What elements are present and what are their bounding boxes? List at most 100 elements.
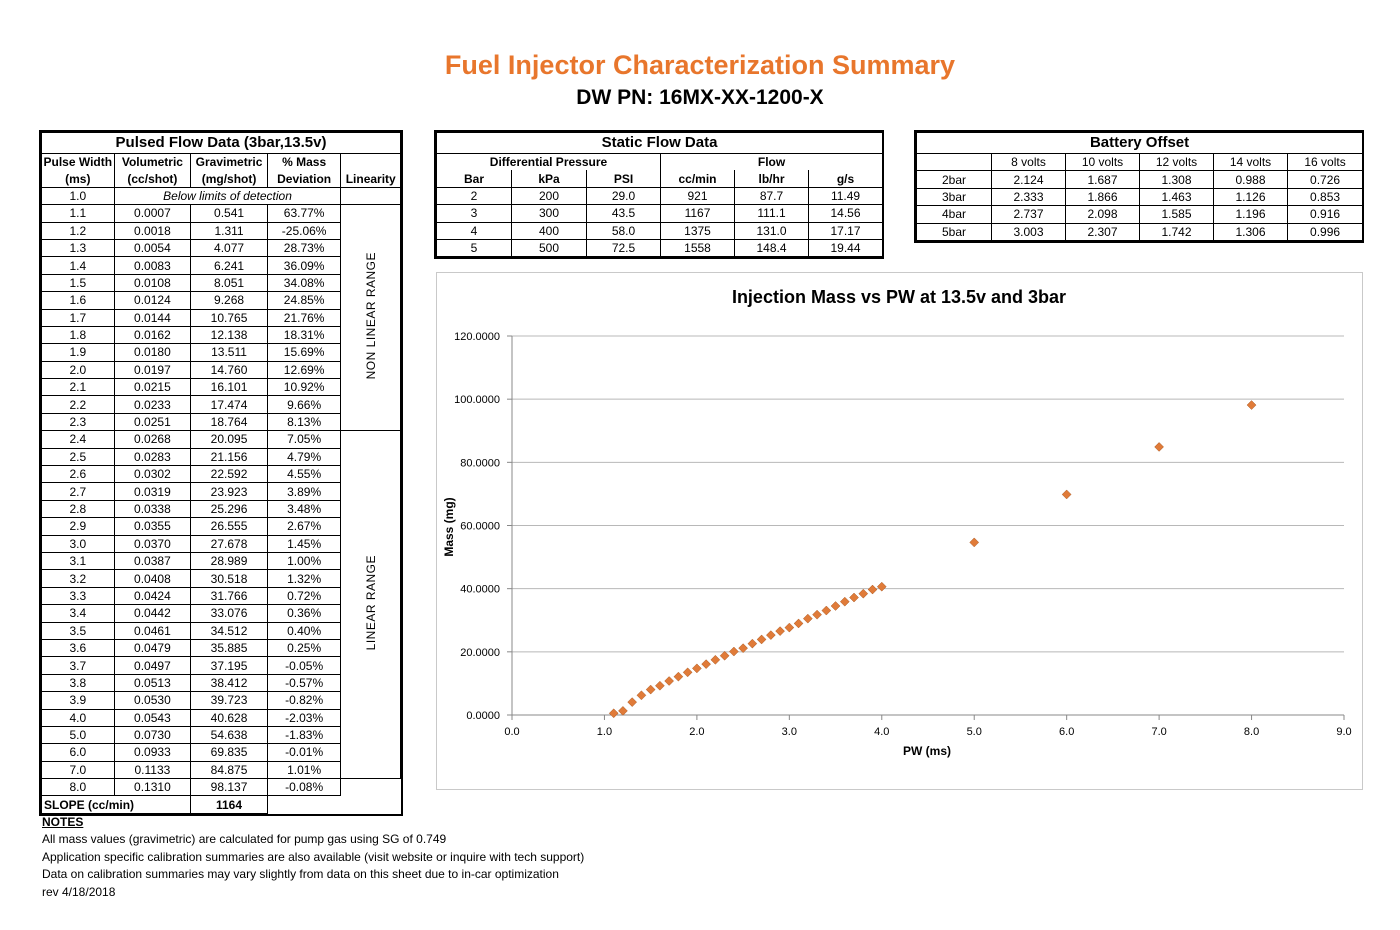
dev-cell: 3.48% (266, 499, 342, 519)
static-column-header: kPa (511, 170, 587, 188)
data-point (876, 581, 887, 592)
battery-cell: 3.003 (991, 222, 1066, 241)
pw-cell: 1.8 (41, 325, 115, 345)
vol-cell: 0.0083 (113, 256, 192, 275)
vol-cell: 0.0424 (113, 586, 192, 606)
grav-cell: 21.156 (190, 447, 268, 467)
table-row: 3.5 0.0461 34.512 0.40% (41, 621, 401, 640)
x-tick-label: 2.0 (689, 726, 704, 738)
battery-column-header (916, 152, 992, 172)
static-column-header: g/s (807, 170, 884, 188)
vol-cell: 0.0302 (113, 465, 192, 484)
static-cell: 2 (436, 186, 512, 206)
dev-cell: 0.72% (266, 586, 342, 606)
data-point (839, 596, 850, 607)
dev-cell: 0.40% (266, 621, 342, 640)
dev-cell: 8.13% (266, 412, 342, 432)
x-tick-label: 4.0 (874, 726, 889, 738)
battery-cell: 1.196 (1213, 205, 1288, 224)
battery-cell: 2.307 (1065, 222, 1140, 241)
vol-cell: 0.0530 (113, 691, 192, 710)
grav-cell: 20.095 (190, 430, 268, 449)
dev-cell: 12.69% (266, 360, 342, 380)
gravimetric-header: Gravimetric (190, 153, 268, 171)
battery-offset-table: Battery Offset 8 volts 10 volts 12 volts 14… (914, 130, 1364, 243)
battery-cell: 1.126 (1213, 187, 1288, 207)
data-point (682, 667, 693, 678)
static-cell: 43.5 (586, 204, 661, 223)
table-row: 4bar 2.737 2.098 1.585 1.196 0.916 (916, 205, 1364, 224)
x-tick-label: 5.0 (967, 726, 982, 738)
data-point (793, 618, 804, 629)
grav-cell: 9.268 (190, 291, 268, 310)
battery-cell: 3bar (916, 187, 992, 207)
data-point (1246, 400, 1257, 410)
table-row: 3 300 43.5 1167 111.1 14.56 (436, 204, 884, 223)
dev-cell: 1.01% (266, 760, 342, 780)
data-point (821, 605, 832, 616)
pw-cell: 3.6 (41, 638, 115, 658)
pw-cell: 7.0 (41, 760, 115, 780)
dev-cell: 28.73% (266, 238, 342, 258)
below-limits-note: Below limits of detection (113, 186, 342, 206)
pulsed-table-title: Pulsed Flow Data (3bar,13.5v) (41, 132, 401, 154)
battery-cell: 0.726 (1286, 170, 1364, 189)
dev-cell: 9.66% (266, 395, 342, 414)
vol-cell: 0.0018 (113, 221, 192, 240)
x-tick-label: 0.0 (504, 726, 519, 738)
gravimetric-unit: (mg/shot) (190, 170, 268, 188)
static-cell: 14.56 (807, 204, 884, 223)
y-tick-label: 0.0000 (466, 710, 500, 722)
pw-cell: 1.5 (41, 273, 115, 293)
dev-cell: -0.08% (266, 778, 342, 797)
dev-cell: 63.77% (266, 204, 342, 223)
static-cell: 400 (511, 221, 587, 240)
table-row: 2.0 0.0197 14.760 12.69% (41, 360, 401, 380)
vol-cell: 0.0461 (113, 621, 192, 640)
grav-cell: 39.723 (190, 691, 268, 710)
table-row: 1.4 0.0083 6.241 36.09% (41, 256, 401, 275)
data-point (849, 592, 859, 603)
grav-cell: 10.765 (190, 308, 268, 327)
linear-range-label: LINEAR RANGE (363, 554, 378, 651)
table-row: 3.4 0.0442 33.076 0.36% (41, 604, 401, 623)
data-point (1061, 489, 1072, 500)
pw-cell: 8.0 (41, 778, 115, 797)
linear-range-cell: LINEAR RANGE (340, 430, 401, 780)
table-row: 1.1 0.0007 0.541 63.77% NON LINEAR RANGE (41, 204, 401, 432)
static-cell: 19.44 (807, 238, 884, 258)
grav-cell: 40.628 (190, 708, 268, 727)
table-row: 2bar 2.124 1.687 1.308 0.988 0.726 (916, 170, 1364, 189)
note-line: Application specific calibration summari… (42, 849, 585, 864)
dev-cell: 18.31% (266, 325, 342, 345)
diff-pressure-header: Differential Pressure (436, 153, 661, 171)
vol-cell: 0.0730 (113, 725, 192, 745)
grav-cell: 34.512 (190, 621, 268, 640)
vol-cell: 0.0251 (113, 412, 192, 432)
notes-heading: NOTES (42, 815, 84, 829)
note-line: Data on calibration summaries may vary s… (42, 867, 559, 882)
vol-cell: 0.0144 (113, 308, 192, 327)
grav-cell: 28.989 (190, 551, 268, 571)
x-tick-label: 7.0 (1151, 726, 1166, 738)
vol-cell: 0.0479 (113, 638, 192, 658)
vol-cell: 0.0197 (113, 360, 192, 380)
static-column-header: cc/min (660, 170, 735, 188)
table-row: 4.0 0.0543 40.628 -2.03% (41, 708, 401, 727)
table-row: 2.1 0.0215 16.101 10.92% (41, 378, 401, 397)
data-point (765, 630, 776, 640)
static-cell: 3 (436, 204, 512, 223)
table-row: 3.7 0.0497 37.195 -0.05% (41, 656, 401, 675)
table-row: 3bar 2.333 1.866 1.463 1.126 0.853 (916, 187, 1364, 207)
grav-cell: 13.511 (190, 343, 268, 362)
battery-cell: 2bar (916, 170, 992, 189)
static-cell: 87.7 (734, 186, 809, 206)
battery-cell: 1.742 (1139, 222, 1214, 241)
static-column-header: Bar (436, 170, 512, 188)
dev-cell: 15.69% (266, 343, 342, 362)
battery-cell: 2.333 (991, 187, 1066, 207)
data-point (719, 650, 730, 661)
chart-title: Injection Mass vs PW at 13.5v and 3bar (732, 287, 1066, 307)
notes-section: NOTES All mass values (gravimetric) are … (42, 814, 584, 901)
dev-cell: 0.36% (266, 604, 342, 623)
